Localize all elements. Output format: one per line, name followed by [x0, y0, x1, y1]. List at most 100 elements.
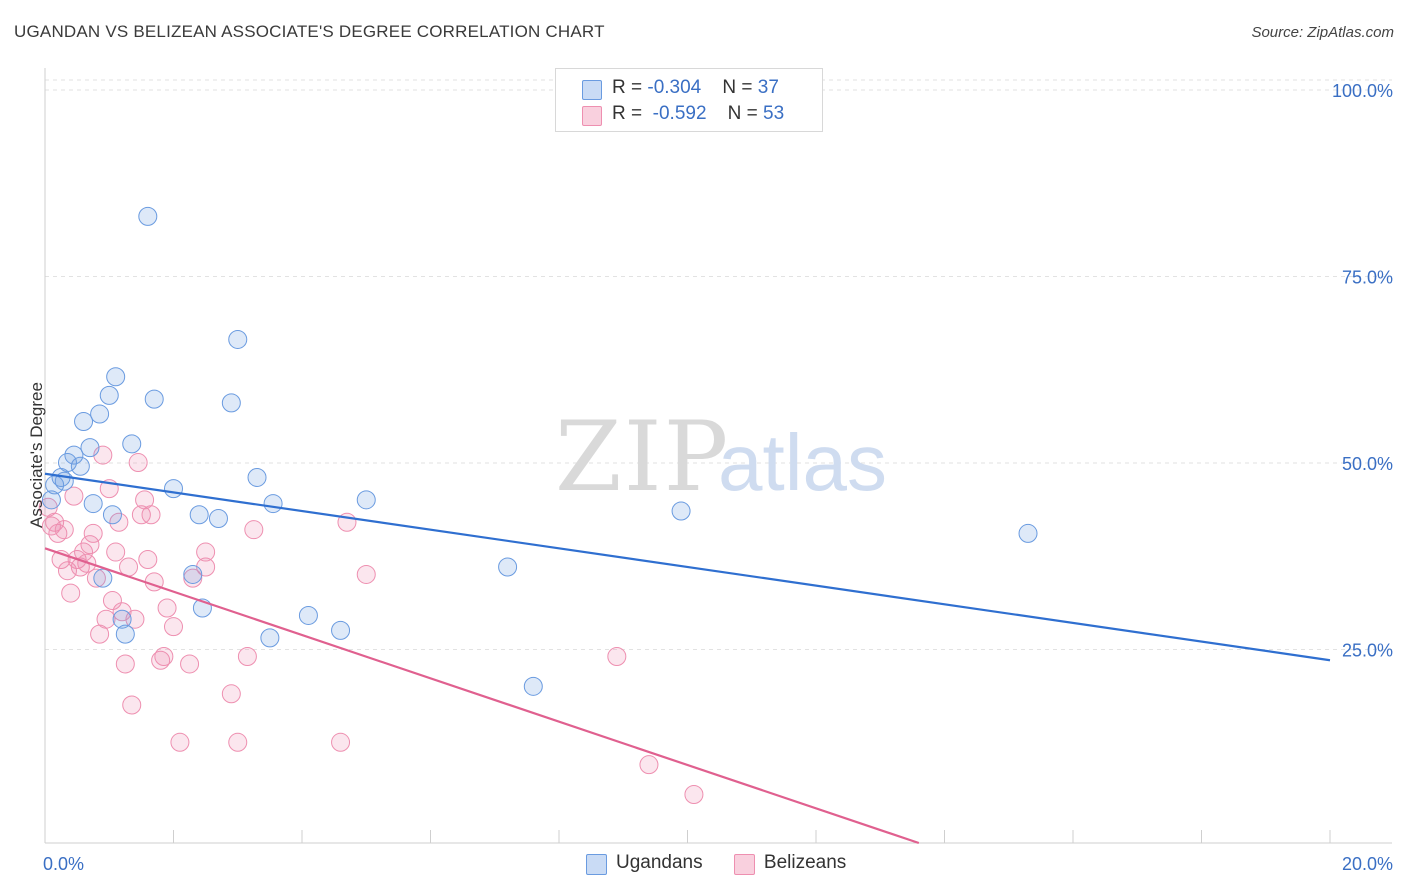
belizean-point [164, 617, 183, 637]
source-label: Source: ZipAtlas.com [1251, 24, 1394, 41]
belizean-point [154, 647, 174, 666]
y-tick-label: 25.0% [1342, 641, 1393, 661]
belizean-point [109, 512, 129, 532]
ugandan-point [138, 206, 158, 226]
belizean-point [196, 542, 216, 562]
belizean-point [54, 520, 74, 540]
belizean-point [244, 520, 264, 540]
ugandan-point [228, 329, 248, 349]
ugandan-point [83, 494, 103, 514]
ugandan-point [189, 505, 209, 525]
belizean-point [141, 505, 161, 525]
ugandan-point [64, 445, 84, 465]
belizeans-points [38, 445, 704, 805]
tick-labels: 100.0% 75.0% 50.0% 25.0% 0.0% 20.0% [43, 81, 1393, 874]
ugandans-trend-line [44, 472, 1331, 662]
trend-lines [44, 472, 1331, 845]
legend-item-ugandans: Ugandans [586, 852, 703, 875]
belizean-point [639, 755, 659, 775]
y-axis-label: Associate's Degree [27, 382, 46, 528]
belizean-point [138, 550, 158, 570]
belizean-point [45, 512, 65, 532]
ugandans-swatch [586, 854, 607, 875]
r-label: R = [612, 77, 648, 98]
ugandan-point [57, 453, 77, 473]
belizeans-trend-line [44, 547, 920, 845]
ugandan-point [356, 490, 376, 510]
belizeans-swatch [582, 106, 602, 126]
belizean-point [237, 647, 257, 666]
gridlines [45, 79, 1392, 650]
belizean-point [684, 785, 704, 805]
belizean-point [64, 486, 84, 506]
r-value: -0.304 [647, 77, 702, 98]
belizean-point [356, 564, 376, 584]
belizean-point [131, 505, 151, 525]
ugandan-point [498, 557, 518, 577]
belizean-point [128, 453, 148, 473]
belizean-point [86, 568, 106, 588]
n-label: N = [727, 103, 764, 124]
ugandan-point [112, 609, 132, 629]
axes [44, 68, 1392, 844]
ugandan-point [221, 393, 241, 413]
x-tick-label: 0.0% [43, 854, 84, 874]
ugandan-point [523, 676, 543, 696]
n-label: N = [722, 77, 758, 98]
belizean-point [102, 591, 122, 611]
ugandan-point [102, 505, 122, 525]
watermark-atlas: atlas [718, 418, 887, 507]
n-value: 37 [757, 77, 779, 98]
ugandan-point [298, 605, 318, 625]
legend-label-belizeans: Belizeans [763, 852, 847, 873]
belizean-point [57, 561, 77, 581]
ugandan-point [263, 494, 283, 514]
ugandan-point [260, 628, 280, 648]
belizean-point [157, 598, 177, 618]
belizean-point [83, 523, 103, 543]
ugandan-point [106, 367, 126, 387]
watermark-zip: ZIP [555, 401, 730, 513]
ugandans-swatch [582, 80, 602, 100]
ugandan-point [41, 490, 61, 510]
y-tick-label: 50.0% [1342, 454, 1393, 474]
ugandan-point [331, 620, 351, 640]
ugandan-point [115, 624, 135, 644]
belizean-point [41, 516, 61, 536]
belizean-point [331, 732, 351, 752]
ugandan-point [70, 456, 90, 476]
ugandan-point [90, 404, 110, 424]
y-tick-label: 75.0% [1342, 268, 1393, 288]
belizean-point [151, 650, 171, 670]
belizean-point [48, 523, 68, 543]
belizean-point [221, 684, 241, 704]
r-value: -0.592 [652, 103, 707, 124]
ugandan-point [1018, 523, 1038, 543]
belizean-point [228, 732, 248, 752]
ugandan-point [247, 467, 267, 487]
belizeans-swatch [733, 854, 755, 875]
belizean-point [115, 654, 135, 674]
ugandan-point [183, 564, 203, 584]
r-label: R = [612, 103, 648, 124]
chart-title: UGANDAN VS BELIZEAN ASSOCIATE'S DEGREE C… [14, 22, 605, 41]
ugandan-point [208, 508, 228, 528]
ugandan-point [144, 389, 164, 409]
stats-legend: R = -0.304 N = 37 R = -0.592 N = 53 [555, 68, 823, 132]
belizean-point [96, 609, 116, 629]
ugandan-point [671, 501, 691, 521]
belizean-point [170, 732, 190, 752]
ugandan-point [80, 438, 100, 458]
legend-item-belizeans: Belizeans [733, 852, 847, 875]
ugandan-point [164, 479, 183, 499]
legend-label-ugandans: Ugandans [616, 852, 703, 873]
belizean-point [80, 535, 100, 555]
series-legend: Ugandans Belizeans [586, 852, 872, 875]
belizean-point [607, 647, 627, 666]
n-value: 53 [763, 103, 785, 124]
ugandan-point [99, 385, 119, 405]
ugandan-point [122, 434, 142, 454]
belizean-point [106, 542, 126, 562]
